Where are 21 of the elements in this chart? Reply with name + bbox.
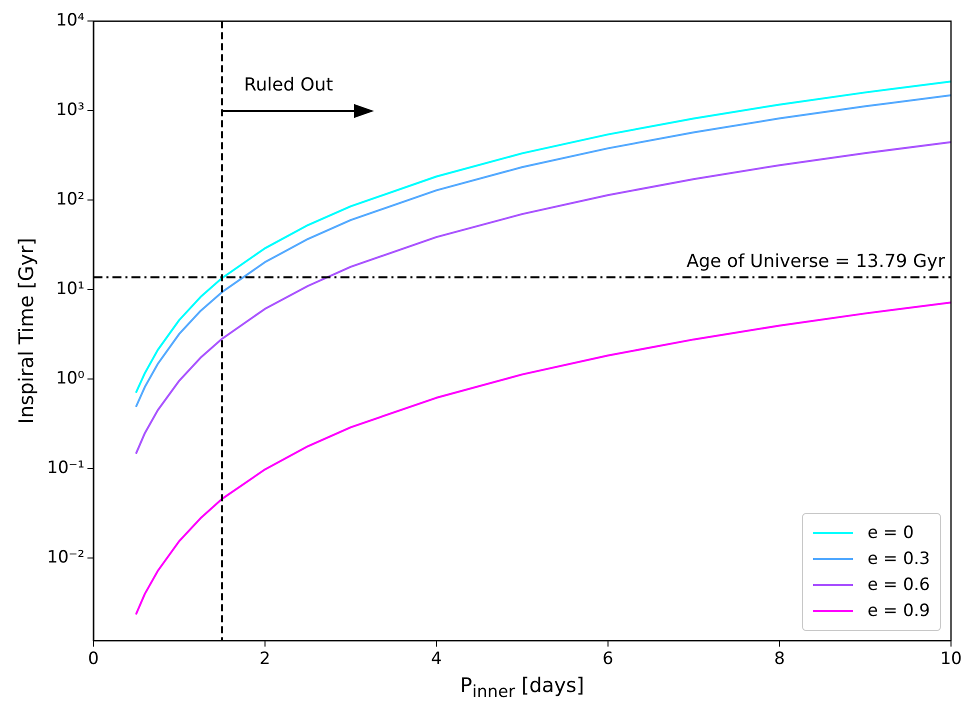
legend-label: e = 0.3 [867,548,930,569]
y-axis-title: Inspiral Time [Gyr] [14,238,38,424]
y-tick-label: 10⁰ [56,368,85,389]
y-tick-label: 10² [56,190,84,210]
legend-label: e = 0.9 [867,600,930,621]
y-tick-label: 10³ [56,100,84,120]
annotation: Ruled Out [244,74,334,96]
y-tick-label: 10⁻² [47,548,84,568]
x-tick-label: 2 [260,649,270,670]
x-tick-label: 10 [940,649,962,670]
legend-label: e = 0 [867,522,914,543]
ref-line-label: Age of Universe = 13.79 Gyr [686,250,946,272]
y-tick-label: 10¹ [56,279,84,300]
x-tick-label: 0 [88,649,99,670]
x-axis-title: P$_{inner}$ [days] [459,672,586,701]
x-tick-label: 8 [774,649,785,670]
legend-label: e = 0.6 [867,574,930,595]
x-tick-label: 6 [602,649,614,670]
y-tick-label: 10⁻¹ [47,458,84,478]
x-tick-label: 4 [431,649,442,670]
y-tick-label: 10⁴ [56,10,85,31]
